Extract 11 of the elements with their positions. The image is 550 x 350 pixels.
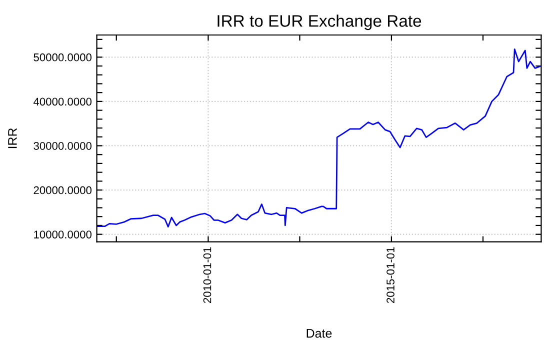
x-axis-title: Date	[306, 329, 332, 338]
y-tick-label: 40000.0000	[34, 98, 92, 106]
line-series	[97, 48, 542, 228]
y-tick-label: 10000.0000	[34, 230, 92, 238]
x-tick-label: 2015-01-01	[386, 247, 394, 303]
y-tick-label: 30000.0000	[34, 142, 92, 150]
y-axis-title: IRR	[8, 128, 17, 148]
y-tick-label: 20000.0000	[34, 186, 92, 194]
x-tick-label: 2010-01-01	[203, 247, 212, 303]
y-tick-label: 50000.0000	[34, 53, 92, 62]
chart-title: IRR to EUR Exchange Rate	[218, 14, 422, 30]
